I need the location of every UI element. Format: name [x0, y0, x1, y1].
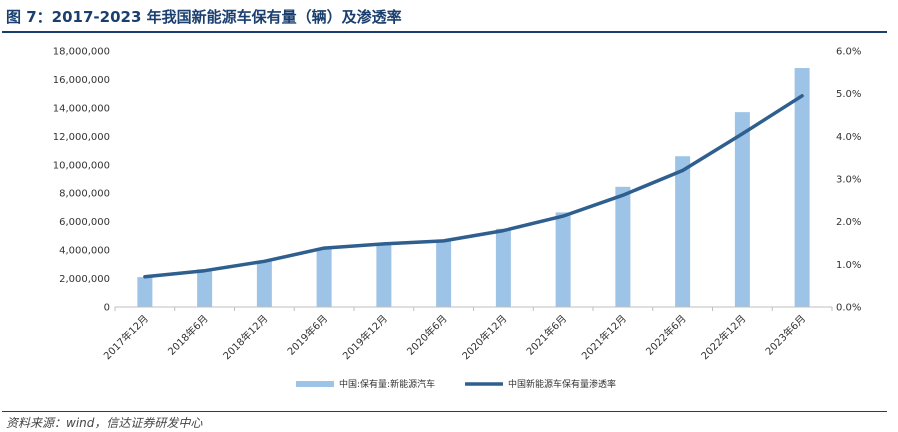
- y-tick-label: 12,000,000: [53, 132, 110, 143]
- right-axis-ticks: 0.0% 1.0% 2.0% 3.0% 4.0% 5.0% 6.0%: [836, 47, 861, 314]
- source-note: 资料来源：wind，信达证券研发中心: [6, 416, 203, 430]
- x-tick-label: 2020年6月: [404, 312, 450, 358]
- axes: [114, 306, 833, 311]
- line-point-5: [443, 240, 445, 242]
- bar-6: [495, 228, 511, 307]
- y-tick-label: 10,000,000: [53, 160, 110, 171]
- y-tick-label: 18,000,000: [53, 47, 110, 58]
- left-axis-ticks: 0 2,000,000 4,000,000 6,000,000 8,000,000 10,…: [53, 47, 110, 314]
- x-tick-label: 2021年12月: [579, 312, 629, 362]
- y2-tick-label: 1.0%: [836, 260, 861, 271]
- bar-series: [137, 68, 810, 308]
- bar-10: [734, 112, 750, 308]
- x-tick-label: 2022年6月: [643, 312, 689, 358]
- legend-label-bar: 中国:保有量:新能源汽车: [339, 378, 435, 390]
- y-tick-label: 6,000,000: [59, 217, 110, 228]
- line-point-10: [741, 133, 743, 135]
- y-tick-label: 14,000,000: [53, 103, 110, 114]
- bar-1: [197, 269, 213, 307]
- line-series: [143, 94, 804, 279]
- bar-7: [555, 212, 571, 307]
- bar-8: [615, 186, 631, 307]
- bar-4: [376, 243, 392, 307]
- y2-tick-label: 5.0%: [836, 89, 861, 100]
- penetration-line: [143, 94, 804, 279]
- bar-9: [675, 156, 691, 307]
- y-tick-label: 2,000,000: [59, 274, 110, 285]
- title-rule: [2, 31, 887, 33]
- line-point-1: [204, 270, 206, 272]
- y2-tick-label: 2.0%: [836, 217, 861, 228]
- y2-tick-label: 3.0%: [836, 175, 861, 186]
- line-point-7: [562, 215, 564, 217]
- line-point-9: [682, 169, 684, 171]
- x-tick-label: 2021年6月: [523, 312, 569, 358]
- x-tick-label: 2019年6月: [284, 312, 330, 358]
- x-tick-label: 2019年12月: [340, 312, 390, 362]
- line-point-2: [263, 260, 265, 262]
- footer-rule: [2, 411, 887, 412]
- y-tick-label: 4,000,000: [59, 246, 110, 257]
- y-tick-label: 8,000,000: [59, 189, 110, 200]
- y2-tick-label: 0.0%: [836, 303, 861, 314]
- bar-3: [316, 247, 332, 307]
- legend-swatch-bar: [296, 381, 334, 387]
- line-point-11: [801, 95, 803, 97]
- x-tick-label: 2022年12月: [698, 312, 748, 362]
- bar-5: [436, 240, 452, 307]
- x-tick-label: 2023年6月: [762, 312, 808, 358]
- y2-tick-label: 6.0%: [836, 47, 861, 58]
- y2-tick-label: 4.0%: [836, 132, 861, 143]
- y-tick-label: 0: [104, 303, 110, 314]
- bar-2: [256, 260, 272, 307]
- legend-label-line: 中国新能源车保有量渗透率: [508, 378, 616, 390]
- chart-title: 图 7：2017-2023 年我国新能源车保有量（辆）及渗透率: [6, 8, 402, 26]
- line-point-3: [323, 247, 325, 249]
- line-point-8: [622, 194, 624, 196]
- x-tick-label: 2020年12月: [459, 312, 509, 362]
- y-tick-label: 16,000,000: [53, 75, 110, 86]
- line-point-0: [144, 276, 146, 278]
- line-point-4: [383, 243, 385, 245]
- bar-0: [137, 277, 153, 307]
- x-tick-label: 2018年12月: [220, 312, 270, 362]
- x-tick-label: 2018年6月: [165, 312, 211, 358]
- bar-11: [794, 68, 810, 307]
- x-axis-ticks: 2017年12月 2018年6月 2018年12月 2019年6月 2019年12月 20…: [101, 312, 809, 362]
- x-tick-label: 2017年12月: [101, 312, 151, 362]
- legend: 中国:保有量:新能源汽车 中国新能源车保有量渗透率: [296, 378, 616, 390]
- line-point-6: [502, 230, 504, 232]
